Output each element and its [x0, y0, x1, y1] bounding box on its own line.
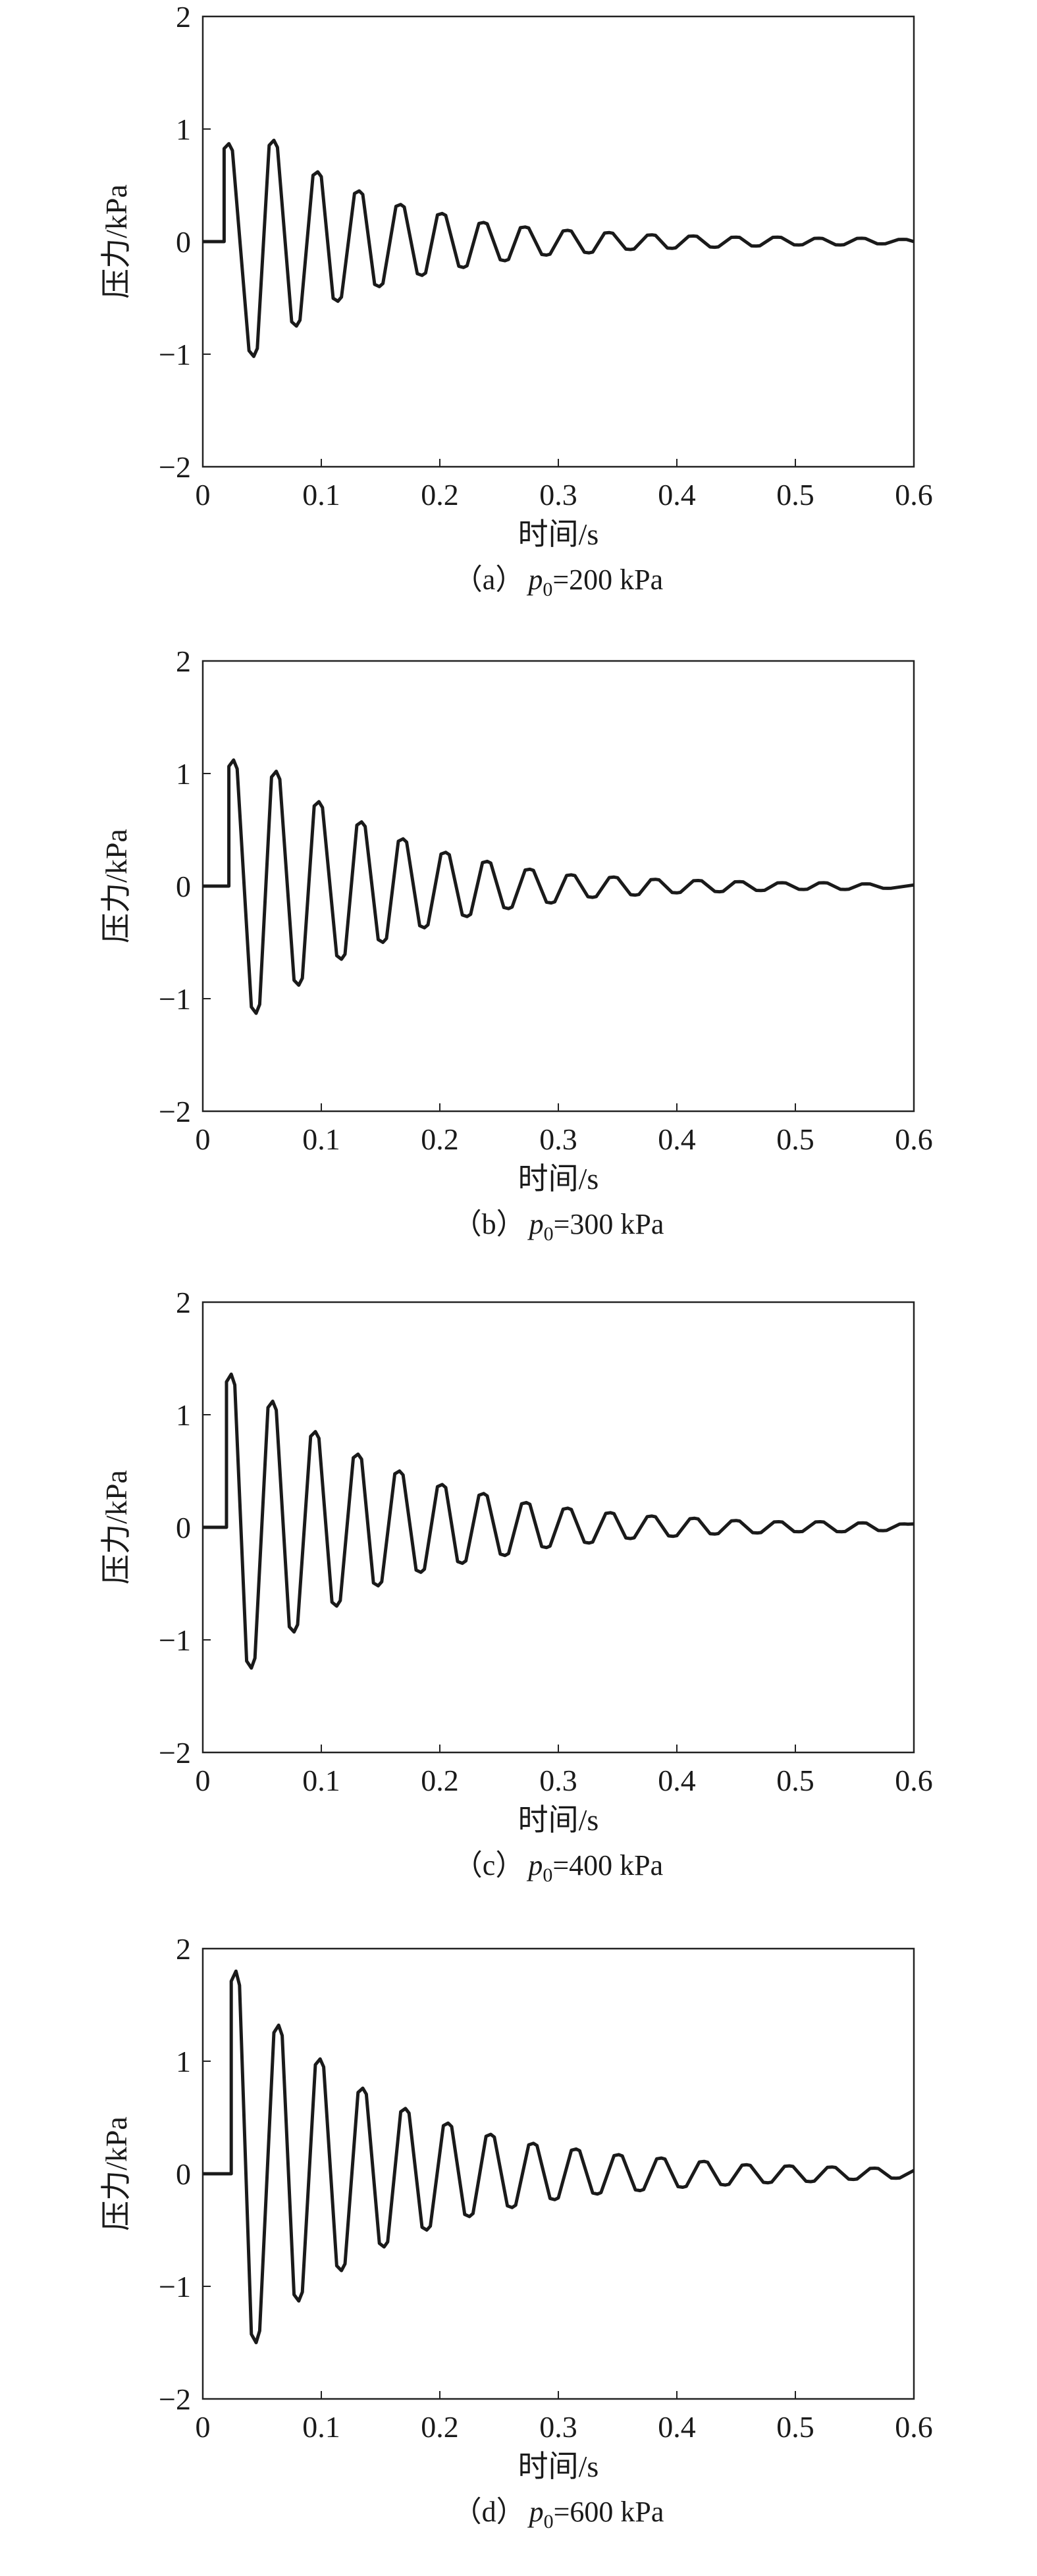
x-axis-label: 时间/s: [518, 1803, 599, 1837]
y-axis-label: 压力/kPa: [99, 829, 133, 943]
y-tick-label: −2: [159, 1736, 191, 1770]
chart-a: 0 0.1 0.2 0.3 0.4 0.5 0.6 −2 −1 0 1 2 时间/s 压力/kPa （a） p…: [99, 0, 933, 600]
y-tick-label: 2: [176, 644, 191, 678]
y-tick-label: −2: [159, 2382, 191, 2416]
figure-caption: （c） p0=400 kPa: [454, 1849, 663, 1886]
x-tick-label: 0.3: [539, 2410, 577, 2444]
x-tick-label: 0.2: [421, 478, 459, 512]
caption-value: =300 kPa: [554, 1208, 664, 1240]
y-axis-label: 压力/kPa: [99, 184, 133, 299]
chart-panel-b: 0 0.1 0.2 0.3 0.4 0.5 0.6 −2 −1 0 1 2 时间/s 压力/kPa （b） p…: [0, 644, 1037, 1288]
y-tick-label: 1: [176, 2045, 191, 2078]
x-tick-label: 0.5: [776, 1764, 814, 1797]
x-axis-label: 时间/s: [518, 2450, 599, 2483]
pressure-series-line: [203, 1969, 915, 2344]
caption-subscript: 0: [543, 1864, 552, 1886]
pressure-series-line: [203, 758, 915, 1015]
x-tick-label: 0.5: [776, 2410, 814, 2444]
caption-subscript: 0: [544, 2511, 554, 2533]
caption-variable: p: [526, 564, 543, 596]
x-tick-label: 0.1: [302, 1122, 340, 1156]
x-tick-label: 0.4: [658, 2410, 696, 2444]
chart-panel-d: 0 0.1 0.2 0.3 0.4 0.5 0.6 −2 −1 0 1 2 时间/s 压力/kPa （d） p…: [0, 1932, 1037, 2576]
x-axis-label: 时间/s: [518, 517, 599, 551]
x-tick-label: 0.1: [302, 478, 340, 512]
x-tick-label: 0.1: [302, 2410, 340, 2444]
pressure-series-line: [203, 1372, 915, 1670]
x-tick-label: 0.3: [539, 478, 577, 512]
x-tick-label: 0: [196, 1122, 211, 1156]
x-tick-label: 0.4: [658, 1122, 696, 1156]
x-axis-label: 时间/s: [518, 1162, 599, 1196]
caption-subscript: 0: [544, 1223, 554, 1245]
figure-caption: （d） p0=600 kPa: [453, 2496, 664, 2533]
y-tick-label: 1: [176, 113, 191, 146]
chart-panel-c: 0 0.1 0.2 0.3 0.4 0.5 0.6 −2 −1 0 1 2 时间/s 压力/kPa （c） p…: [0, 1286, 1037, 1930]
caption-value: =400 kPa: [552, 1849, 663, 1881]
y-tick-label: 2: [176, 0, 191, 34]
x-tick-label: 0.2: [421, 1122, 459, 1156]
x-tick-label: 0.4: [658, 1764, 696, 1797]
x-tick-label: 0.2: [421, 1764, 459, 1797]
x-tick-label: 0: [196, 2410, 211, 2444]
y-tick-label: 2: [176, 1286, 191, 1319]
x-tick-label: 0.3: [539, 1122, 577, 1156]
caption-prefix: （c）: [454, 1849, 525, 1881]
y-tick-label: −1: [159, 1623, 191, 1657]
y-tick-label: −1: [159, 338, 191, 371]
caption-value: =200 kPa: [552, 564, 663, 596]
x-tick-label: 0.5: [776, 1122, 814, 1156]
x-tick-label: 0.6: [895, 1122, 933, 1156]
y-axis-label: 压力/kPa: [99, 1470, 133, 1585]
y-tick-label: −1: [159, 2270, 191, 2303]
caption-variable: p: [527, 1208, 544, 1240]
caption-value: =600 kPa: [554, 2496, 664, 2528]
x-tick-label: 0.6: [895, 1764, 933, 1797]
y-tick-label: −1: [159, 982, 191, 1016]
x-tick-label: 0.2: [421, 2410, 459, 2444]
figure-caption: （a） p0=200 kPa: [454, 564, 663, 600]
caption-prefix: （d）: [453, 2496, 525, 2528]
x-tick-label: 0.6: [895, 478, 933, 512]
x-tick-label: 0.6: [895, 2410, 933, 2444]
x-tick-label: 0.3: [539, 1764, 577, 1797]
caption-subscript: 0: [543, 579, 552, 600]
y-tick-label: 2: [176, 1932, 191, 1966]
chart-panel-a: 0 0.1 0.2 0.3 0.4 0.5 0.6 −2 −1 0 1 2 时间/s 压力/kPa （a） p…: [0, 0, 1037, 644]
chart-c: 0 0.1 0.2 0.3 0.4 0.5 0.6 −2 −1 0 1 2 时间/s 压力/kPa （c） p…: [99, 1286, 933, 1886]
y-tick-label: 1: [176, 1398, 191, 1432]
caption-variable: p: [526, 1849, 543, 1881]
chart-b: 0 0.1 0.2 0.3 0.4 0.5 0.6 −2 −1 0 1 2 时间/s 压力/kPa （b） p…: [99, 644, 933, 1245]
figure-caption: （b） p0=300 kPa: [453, 1208, 664, 1245]
caption-prefix: （a）: [454, 564, 525, 596]
y-tick-label: 0: [176, 225, 191, 259]
caption-prefix: （b）: [453, 1208, 525, 1240]
y-tick-label: 0: [176, 870, 191, 903]
y-tick-label: 1: [176, 757, 191, 791]
x-tick-label: 0.5: [776, 478, 814, 512]
pressure-series-line: [203, 138, 915, 358]
y-tick-label: 0: [176, 2157, 191, 2191]
caption-variable: p: [527, 2496, 544, 2528]
x-tick-label: 0: [196, 1764, 211, 1797]
x-tick-label: 0: [196, 478, 211, 512]
y-tick-label: −2: [159, 1095, 191, 1128]
x-tick-label: 0.1: [302, 1764, 340, 1797]
y-tick-label: 0: [176, 1511, 191, 1544]
chart-d: 0 0.1 0.2 0.3 0.4 0.5 0.6 −2 −1 0 1 2 时间/s 压力/kPa （d） p…: [99, 1932, 933, 2533]
x-tick-label: 0.4: [658, 478, 696, 512]
y-tick-label: −2: [159, 450, 191, 484]
y-axis-label: 压力/kPa: [99, 2116, 133, 2231]
